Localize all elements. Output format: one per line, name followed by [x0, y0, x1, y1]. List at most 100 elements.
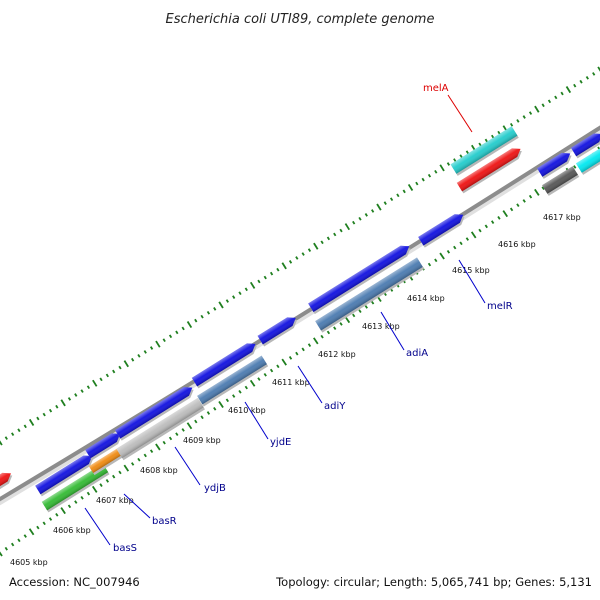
outer-tick [168, 334, 173, 339]
outer-tick [326, 236, 331, 241]
kbp-label: 4612 kbp [318, 350, 356, 359]
inner-tick [573, 165, 577, 169]
gene-block-basR [88, 445, 129, 476]
outer-tick [465, 150, 469, 155]
gene-label-adiY[interactable]: adiY [324, 401, 346, 412]
inner-tick [541, 186, 545, 191]
inner-tick [194, 419, 198, 424]
gene-label-melR[interactable]: melR [487, 301, 513, 312]
gene-label-adiA[interactable]: adiA [406, 348, 428, 359]
outer-tick [181, 326, 185, 331]
inner-tick [358, 309, 362, 314]
inner-tick [143, 453, 147, 458]
inner-tick [130, 462, 135, 466]
outer-tick [547, 99, 552, 104]
outer-tick [257, 279, 261, 284]
inner-tick [112, 474, 116, 479]
outer-tick [105, 373, 109, 378]
inner-tick [206, 411, 211, 415]
gene-label-line [297, 365, 323, 404]
gene-block-basS [41, 463, 110, 513]
inner-tick [307, 343, 312, 347]
inner-tick [28, 528, 35, 536]
outer-tick [421, 177, 425, 182]
outer-tick [352, 220, 356, 225]
outer-tick [402, 189, 406, 194]
outer-tick [522, 115, 526, 119]
outer-tick [86, 385, 91, 390]
gene-block-gloss [41, 463, 109, 511]
topology-text: Topology: circular; Length: 5,065,741 bp… [275, 575, 592, 589]
tick-marks [0, 66, 600, 557]
outer-tick [592, 72, 596, 76]
gene-features [0, 126, 600, 513]
inner-tick [67, 504, 72, 509]
inner-tick [218, 401, 224, 409]
outer-tick [453, 158, 457, 162]
gene-label-yjdE[interactable]: yjdE [270, 437, 291, 448]
kbp-label: 4617 kbp [543, 213, 581, 222]
gene-block-gloss [308, 245, 410, 312]
outer-tick [137, 354, 141, 358]
inner-tick [249, 379, 256, 387]
inner-tick [534, 188, 540, 196]
gene-label-basR[interactable]: basR [152, 516, 177, 527]
gene-block-melA [450, 126, 519, 176]
inner-tick [238, 389, 242, 394]
gene-label-line [244, 401, 269, 440]
gene-label-line [174, 446, 201, 486]
inner-tick [465, 237, 470, 241]
inner-tick [48, 517, 53, 521]
gene-block-gloss [197, 355, 267, 405]
inner-tick [326, 330, 331, 335]
outer-tick [11, 432, 15, 437]
inner-tick [301, 347, 305, 352]
inner-tick [597, 146, 600, 152]
gene-block [570, 133, 600, 159]
kbp-label: 4606 kbp [53, 526, 91, 535]
gene-label-ydjB[interactable]: ydjB [204, 483, 226, 494]
inner-tick [509, 207, 514, 212]
gene-label-basS[interactable]: basS [113, 543, 137, 554]
outer-tick [333, 232, 337, 237]
inner-tick [497, 216, 501, 220]
kbp-label: 4616 kbp [498, 240, 536, 249]
outer-tick [565, 86, 572, 94]
outer-tick [175, 330, 179, 335]
inner-tick [232, 394, 236, 398]
outer-tick [320, 240, 324, 245]
gene-block [542, 166, 580, 196]
outer-tick [269, 271, 274, 276]
gene-block-gloss [575, 143, 600, 173]
inner-tick [470, 231, 477, 239]
gene-block-gloss [315, 257, 423, 331]
inner-tick [257, 377, 261, 381]
gene-label-melA[interactable]: melA [423, 83, 449, 94]
outer-tick [516, 119, 520, 123]
inner-tick [490, 220, 495, 224]
gene-block [191, 343, 257, 389]
outer-tick [383, 201, 387, 205]
gene-block-gloss [116, 397, 204, 459]
gene-block [35, 455, 94, 497]
gene-block-gloss [191, 343, 256, 387]
inner-tick [23, 534, 27, 538]
inner-tick [4, 546, 8, 551]
kbp-label: 4615 kbp [452, 266, 490, 275]
outer-tick [459, 154, 463, 158]
outer-tick [301, 252, 305, 256]
outer-tick [427, 173, 432, 178]
outer-tick [194, 318, 198, 323]
gene-block-gloss [88, 445, 128, 473]
gene-block-gloss [115, 387, 193, 439]
outer-tick [597, 66, 600, 72]
outer-tick [307, 248, 312, 252]
gene-block-adiA [315, 257, 425, 333]
gene-block-melR [418, 214, 465, 248]
outer-tick [17, 428, 21, 433]
gene-block [257, 317, 298, 347]
outer-tick [276, 267, 280, 272]
inner-tick [105, 479, 110, 483]
outer-tick [225, 299, 229, 303]
